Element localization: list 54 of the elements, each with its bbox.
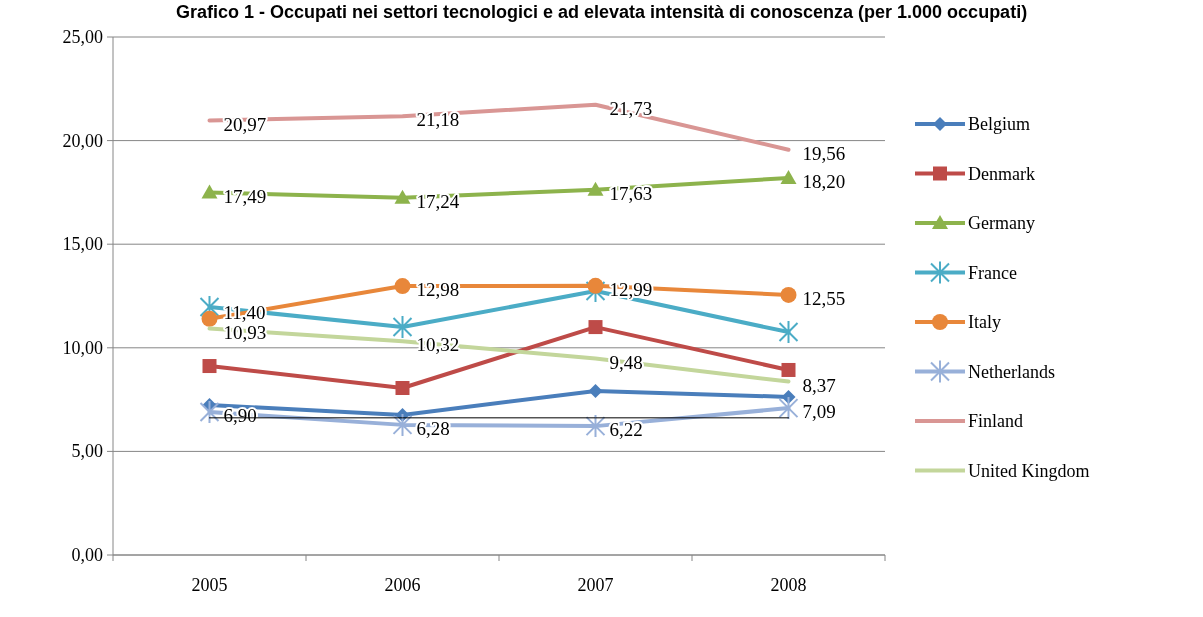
- data-label: 6,28: [416, 417, 450, 439]
- legend-label: Finland: [968, 411, 1024, 431]
- y-tick-label: 5,00: [71, 441, 103, 462]
- y-tick-label: 10,00: [62, 337, 103, 358]
- data-label: 7,09: [802, 401, 836, 423]
- x-tick-label: 2008: [770, 575, 807, 595]
- point: [778, 398, 799, 419]
- legend-label: Italy: [968, 312, 1001, 332]
- legend-label: United Kingdom: [968, 460, 1090, 481]
- data-label: 8,37: [802, 374, 836, 396]
- point: [392, 414, 413, 435]
- y-tick-label: 0,00: [71, 545, 103, 565]
- data-label: 10,32: [416, 334, 460, 356]
- legend-label: Germany: [968, 213, 1035, 233]
- point: [587, 181, 604, 196]
- point: [199, 402, 220, 423]
- data-label: 12,55: [802, 287, 846, 309]
- chart-title: Grafico 1 - Occupati nei settori tecnologici e ad elevata intensità di conoscenza (per 1.000 occupati): [175, 2, 1028, 22]
- data-label: 17,63: [609, 182, 653, 204]
- point: [202, 359, 217, 374]
- y-tick-label: 15,00: [62, 234, 103, 255]
- point: [778, 322, 799, 343]
- point: [588, 383, 603, 398]
- point: [394, 189, 411, 204]
- legend-label: Belgium: [968, 114, 1030, 134]
- data-label: 11,40: [223, 301, 266, 323]
- point: [781, 362, 796, 377]
- x-tick-label: 2006: [384, 575, 421, 595]
- x-tick-label: 2005: [191, 575, 228, 595]
- data-label: 21,73: [609, 97, 653, 119]
- line-series: [207, 102, 791, 152]
- point: [588, 320, 603, 335]
- data-label: 19,56: [802, 142, 846, 164]
- point: [780, 169, 797, 184]
- data-label: 18,20: [802, 170, 846, 192]
- x-tick-label: 2007: [577, 575, 614, 595]
- data-label: 21,18: [416, 109, 460, 131]
- y-tick-label: 20,00: [62, 130, 103, 151]
- legend-label: Denmark: [968, 163, 1035, 184]
- point: [394, 278, 411, 295]
- legend-label: Netherlands: [968, 361, 1055, 382]
- point: [395, 381, 410, 395]
- data-label: 9,48: [609, 351, 643, 373]
- data-label: 10,93: [223, 321, 267, 343]
- point: [201, 310, 218, 327]
- point: [201, 184, 218, 199]
- data-label: 6,22: [609, 419, 643, 441]
- data-label: 20,97: [223, 113, 267, 135]
- point: [392, 317, 413, 338]
- point: [780, 286, 797, 303]
- y-tick-label: 25,00: [62, 27, 103, 47]
- point: [587, 277, 604, 294]
- point: [585, 416, 606, 437]
- legend-label: France: [968, 262, 1017, 283]
